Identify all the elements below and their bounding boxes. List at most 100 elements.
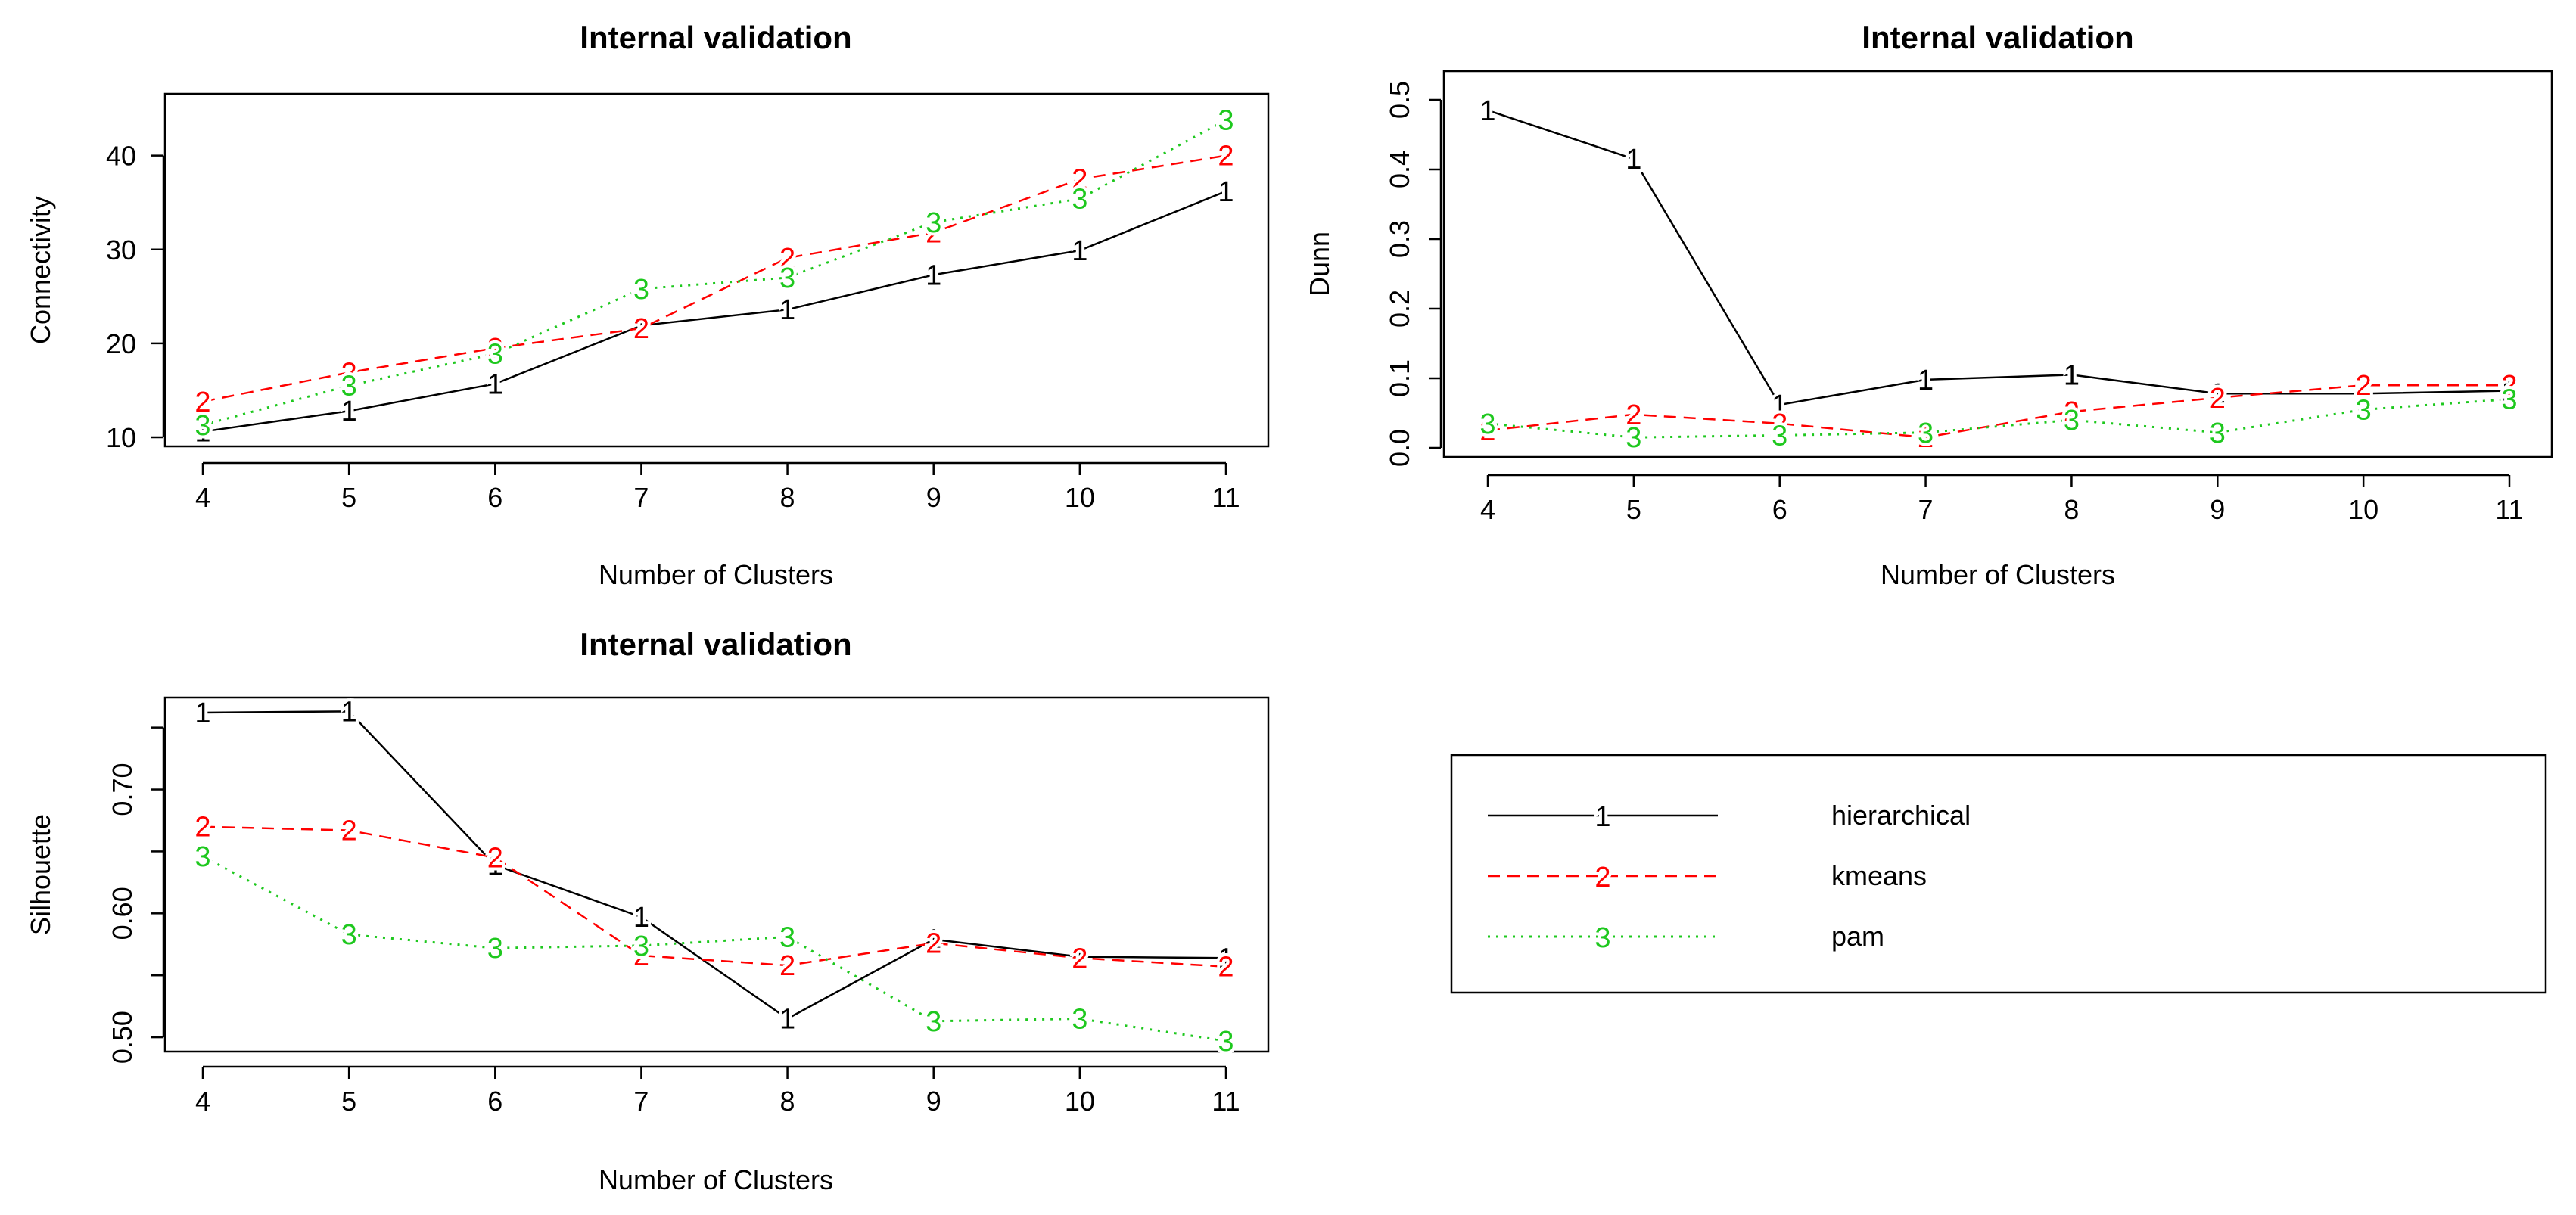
y-tick-label: 0.60 <box>107 887 138 940</box>
data-point-hierarchical: 1 <box>633 902 649 934</box>
panel-title: Internal validation <box>1862 20 2133 55</box>
data-point-hierarchical: 1 <box>633 310 649 342</box>
data-point-pam: 3 <box>341 371 357 402</box>
data-point-pam: 3 <box>1918 418 1934 449</box>
x-axis-label: Number of Clusters <box>1881 559 2115 590</box>
y-tick-label: 0.3 <box>1384 220 1415 258</box>
x-tick-label: 7 <box>633 1086 649 1117</box>
data-point-pam: 3 <box>633 274 649 306</box>
data-point-hierarchical: 1 <box>487 850 503 881</box>
x-tick-label: 5 <box>341 482 356 513</box>
plot-box <box>163 696 1270 1053</box>
data-point-pam: 3 <box>487 339 503 371</box>
x-tick-label: 6 <box>487 482 502 513</box>
data-point-pam: 3 <box>341 919 357 951</box>
data-point-hierarchical: 1 <box>926 924 941 956</box>
data-point-hierarchical: 1 <box>1072 235 1087 267</box>
series-line-hierarchical <box>1487 109 2510 406</box>
data-point-kmeans: 2 <box>487 333 503 365</box>
x-tick-label: 7 <box>633 482 649 513</box>
data-point-kmeans: 2 <box>779 243 795 275</box>
data-point-kmeans: 2 <box>341 816 357 847</box>
data-point-hierarchical: 1 <box>194 698 210 729</box>
legend-symbol: 1 <box>1594 801 1610 833</box>
data-point-hierarchical: 1 <box>2210 378 2226 410</box>
data-point-kmeans: 2 <box>1772 409 1787 440</box>
legend-symbol: 2 <box>1594 862 1610 893</box>
data-point-kmeans: 2 <box>2356 370 2372 402</box>
y-tick-label: 0.2 <box>1384 290 1415 328</box>
data-point-pam: 3 <box>1218 104 1234 136</box>
data-point-pam: 3 <box>194 410 210 442</box>
x-tick-label: 10 <box>1065 1086 1095 1117</box>
panel-title: Internal validation <box>580 20 851 55</box>
data-point-kmeans: 2 <box>2210 383 2226 415</box>
data-point-pam: 3 <box>1626 422 1641 454</box>
data-point-hierarchical: 1 <box>1626 144 1641 176</box>
data-point-pam: 3 <box>1479 409 1495 440</box>
data-point-hierarchical: 1 <box>2064 359 2080 391</box>
legend: 1 hierarchical 2 kmeans 3 pam <box>1450 754 2547 994</box>
y-tick-label: 0.5 <box>1384 81 1415 119</box>
data-point-kmeans: 2 <box>1218 141 1234 172</box>
data-point-kmeans: 2 <box>926 217 941 249</box>
y-axis-label: Connectivity <box>25 196 56 344</box>
legend-symbol: 3 <box>1594 922 1610 954</box>
x-tick-label: 10 <box>2348 494 2378 525</box>
data-point-hierarchical: 1 <box>926 259 941 291</box>
axes: 4 5 6 7 8 9 10 110.00.10.20.30.40.5 <box>1384 81 2524 525</box>
data-point-pam: 3 <box>1772 420 1787 452</box>
x-tick-label: 11 <box>1212 1086 1240 1117</box>
data-point-hierarchical: 1 <box>1072 942 1087 974</box>
data-point-pam: 3 <box>2210 418 2226 449</box>
plot-box <box>163 92 1270 448</box>
y-tick-label: 0.70 <box>107 763 138 816</box>
data-point-kmeans: 2 <box>779 950 795 982</box>
data-point-kmeans: 2 <box>194 387 210 418</box>
data-point-pam: 3 <box>2501 384 2517 416</box>
data-point-kmeans: 2 <box>926 928 941 960</box>
data-point-kmeans: 2 <box>1072 943 1087 974</box>
data-point-pam: 3 <box>926 207 941 239</box>
data-point-pam: 3 <box>779 921 795 953</box>
data-point-hierarchical: 1 <box>1218 943 1234 974</box>
panel-dunn: Internal validation 4 5 6 7 8 9 10 110.00.10.20… <box>1304 20 2553 590</box>
x-tick-label: 5 <box>1626 494 1641 525</box>
data-point-pam: 3 <box>1072 1004 1087 1036</box>
y-tick-label: 30 <box>106 235 136 266</box>
data-point-pam: 3 <box>779 263 795 294</box>
data-point-kmeans: 2 <box>194 812 210 844</box>
data-point-kmeans: 2 <box>1072 164 1087 196</box>
y-tick-label: 0.1 <box>1384 359 1415 397</box>
x-tick-label: 6 <box>1772 494 1787 525</box>
data-point-pam: 3 <box>487 933 503 965</box>
x-tick-label: 4 <box>195 1086 210 1117</box>
x-tick-label: 4 <box>1480 494 1495 525</box>
series-line-kmeans <box>1487 384 2509 439</box>
data-point-kmeans: 2 <box>1626 399 1641 431</box>
x-tick-label: 5 <box>341 1086 356 1117</box>
y-tick-label: 40 <box>106 141 136 172</box>
x-tick-label: 4 <box>195 482 210 513</box>
series-line-kmeans <box>202 825 1227 968</box>
x-tick-label: 10 <box>1065 482 1095 513</box>
axes: 4 5 6 7 8 9 10 110.500.600.70 <box>107 726 1240 1117</box>
data-point-hierarchical: 1 <box>1218 176 1234 208</box>
data-point-hierarchical: 1 <box>1479 95 1495 127</box>
panel-silhouette: Internal validation 4 5 6 7 8 9 10 110.500.600.… <box>25 626 1270 1195</box>
data-point-pam: 3 <box>2064 405 2080 437</box>
x-axis-label: Number of Clusters <box>599 1164 833 1195</box>
data-point-pam: 3 <box>1072 184 1087 216</box>
data-point-pam: 3 <box>926 1006 941 1038</box>
x-tick-label: 9 <box>926 482 941 513</box>
legend-label: kmeans <box>1831 860 1927 891</box>
data-point-kmeans: 2 <box>1918 422 1934 454</box>
x-axis-label: Number of Clusters <box>599 559 833 590</box>
